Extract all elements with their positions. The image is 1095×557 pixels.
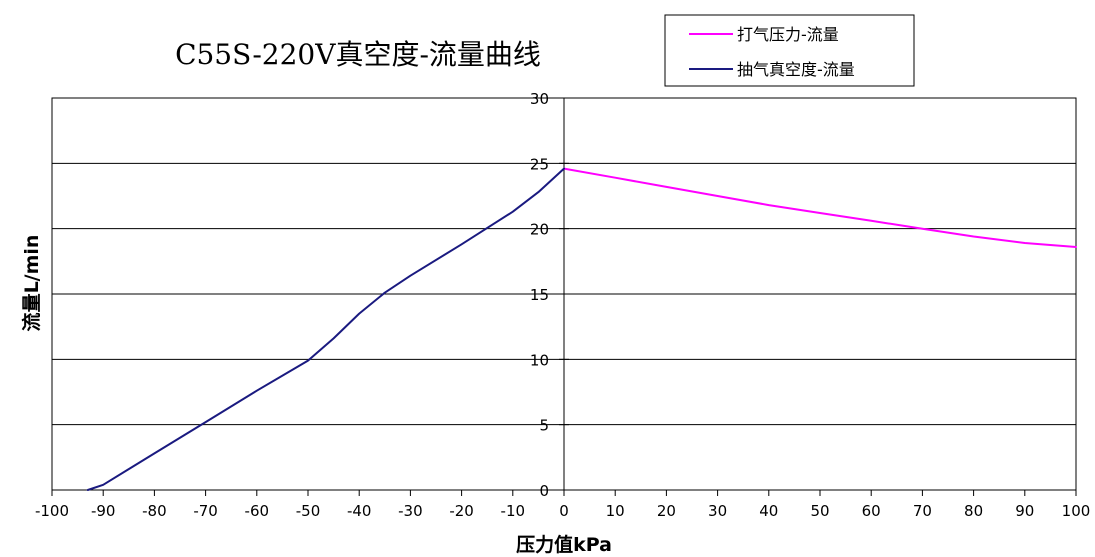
x-tick-label-30: 30 (708, 502, 727, 520)
y-tick-label-30: 30 (530, 90, 549, 108)
x-tick-label-50: 50 (810, 502, 829, 520)
x-tick-label-20: 20 (657, 502, 676, 520)
y-tick-label-5: 5 (539, 417, 549, 435)
x-tick-label-70: 70 (913, 502, 932, 520)
series-layer (86, 167, 1077, 491)
legend-label-打气压力-流量: 打气压力-流量 (737, 25, 839, 44)
chart-title: C55S-220V真空度-流量曲线 (175, 38, 541, 71)
legend-label-抽气真空度-流量: 抽气真空度-流量 (737, 60, 855, 79)
series-line-打气压力-流量 (563, 167, 1077, 248)
y-tick-label-15: 15 (530, 286, 549, 304)
y-tick-label-20: 20 (530, 221, 549, 239)
x-tick-label--100: -100 (35, 502, 69, 520)
x-tick-label--40: -40 (347, 502, 372, 520)
x-axis-title: 压力值kPa (516, 533, 612, 556)
x-tick-label--30: -30 (398, 502, 423, 520)
x-tick-label--10: -10 (501, 502, 526, 520)
y-tick-label-0: 0 (539, 482, 549, 500)
legend: 打气压力-流量 抽气真空度-流量 (664, 14, 915, 87)
series-line-抽气真空度-流量 (86, 167, 565, 491)
y-axis-ticks: 0 5 10 15 20 25 30 (530, 90, 569, 500)
x-tick-label--20: -20 (449, 502, 474, 520)
x-tick-label-80: 80 (964, 502, 983, 520)
x-tick-label--80: -80 (142, 502, 167, 520)
x-tick-label-40: 40 (759, 502, 778, 520)
x-axis-ticks: -100 -90 -80 -70 -60 -50 -40 -30 -20 -10 0 10 20 30 40… (35, 490, 1090, 520)
x-tick-label-100: 100 (1062, 502, 1091, 520)
x-tick-label-90: 90 (1015, 502, 1034, 520)
y-tick-label-25: 25 (530, 155, 549, 173)
x-tick-label--60: -60 (245, 502, 270, 520)
x-tick-label-60: 60 (862, 502, 881, 520)
x-tick-label-0: 0 (559, 502, 569, 520)
x-tick-label--70: -70 (193, 502, 218, 520)
legend-box (664, 14, 915, 87)
y-axis-title: 流量L/min (20, 235, 43, 332)
x-tick-label--90: -90 (91, 502, 116, 520)
x-tick-label--50: -50 (296, 502, 321, 520)
x-tick-label-10: 10 (606, 502, 625, 520)
y-tick-label-10: 10 (530, 351, 549, 369)
